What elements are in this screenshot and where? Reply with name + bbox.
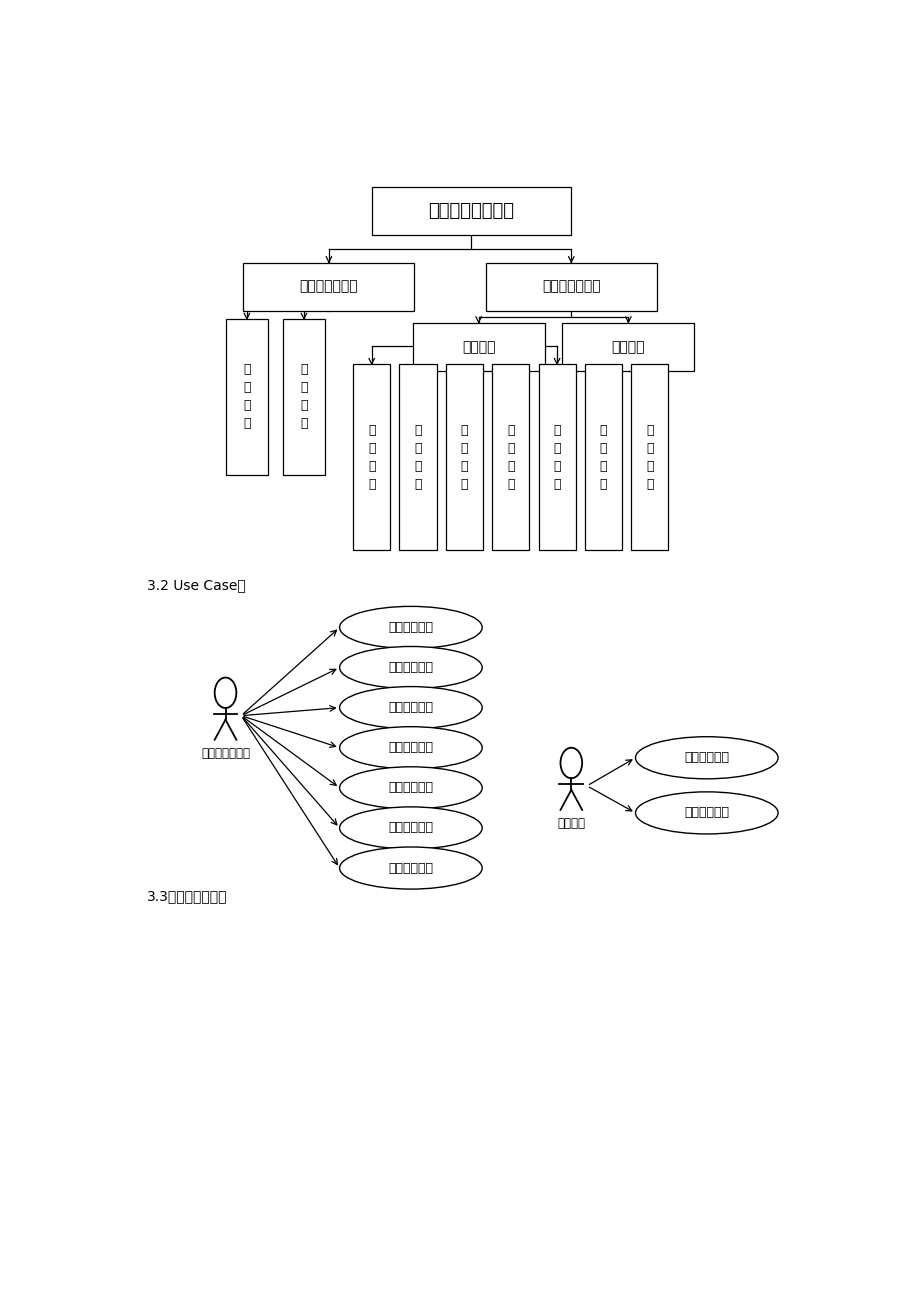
Ellipse shape	[339, 727, 482, 768]
Text: 浏览学生信息: 浏览学生信息	[388, 621, 433, 634]
Text: 显示登陆用户: 显示登陆用户	[388, 822, 433, 835]
Ellipse shape	[635, 792, 777, 835]
Bar	[538, 365, 575, 549]
Text: 添
加
学
生: 添 加 学 生	[460, 423, 468, 491]
Bar	[225, 319, 268, 474]
Ellipse shape	[339, 767, 482, 809]
Text: 修改登陆密码: 修改登陆密码	[388, 862, 433, 875]
Text: 普通学生: 普通学生	[557, 816, 584, 829]
Text: 班委（管理员）: 班委（管理员）	[200, 746, 250, 759]
Text: 查询学生信息: 查询学生信息	[684, 806, 729, 819]
Bar	[371, 187, 571, 236]
Text: 修
改
学
生: 修 改 学 生	[506, 423, 514, 491]
Text: 学生信息管理系统: 学生信息管理系统	[428, 202, 514, 220]
Text: 3.2 Use Case图: 3.2 Use Case图	[147, 578, 245, 592]
Bar	[562, 323, 694, 371]
Ellipse shape	[339, 807, 482, 849]
Bar	[492, 365, 528, 549]
Text: 删
除
学
生: 删 除 学 生	[552, 423, 561, 491]
Bar	[584, 365, 621, 549]
Ellipse shape	[339, 848, 482, 889]
Text: 浏
览
学
生: 浏 览 学 生	[368, 423, 375, 491]
Ellipse shape	[635, 737, 777, 779]
Text: 3.3系统执行流程图: 3.3系统执行流程图	[147, 889, 227, 904]
Text: 添加学生信息: 添加学生信息	[388, 661, 433, 674]
Text: 登陆管理: 登陆管理	[611, 340, 644, 354]
Text: 修改学生信息: 修改学生信息	[388, 741, 433, 754]
Text: 查
询
学
生: 查 询 学 生	[300, 363, 307, 431]
Bar	[399, 365, 437, 549]
Text: 显
示
登
陆: 显 示 登 陆	[645, 423, 652, 491]
Text: 浏
览
学
生: 浏 览 学 生	[243, 363, 250, 431]
Bar	[485, 263, 656, 311]
Bar	[446, 365, 482, 549]
Text: 一般学生（顾客: 一般学生（顾客	[300, 280, 357, 293]
Bar	[282, 319, 325, 474]
Text: 班委（管理员）: 班委（管理员）	[541, 280, 600, 293]
Text: 查
询
学
生: 查 询 学 生	[414, 423, 421, 491]
Text: 浏览学生信息: 浏览学生信息	[684, 751, 729, 764]
Bar	[413, 323, 544, 371]
Bar	[630, 365, 667, 549]
Bar	[243, 263, 414, 311]
Ellipse shape	[339, 607, 482, 648]
Text: 修
改
登
陆: 修 改 登 陆	[599, 423, 607, 491]
Text: 删除学生信息: 删除学生信息	[388, 781, 433, 794]
Ellipse shape	[339, 647, 482, 689]
Text: 学生管理: 学生管理	[461, 340, 494, 354]
Bar	[353, 365, 390, 549]
Ellipse shape	[339, 686, 482, 729]
Text: 查询学生信息: 查询学生信息	[388, 702, 433, 713]
